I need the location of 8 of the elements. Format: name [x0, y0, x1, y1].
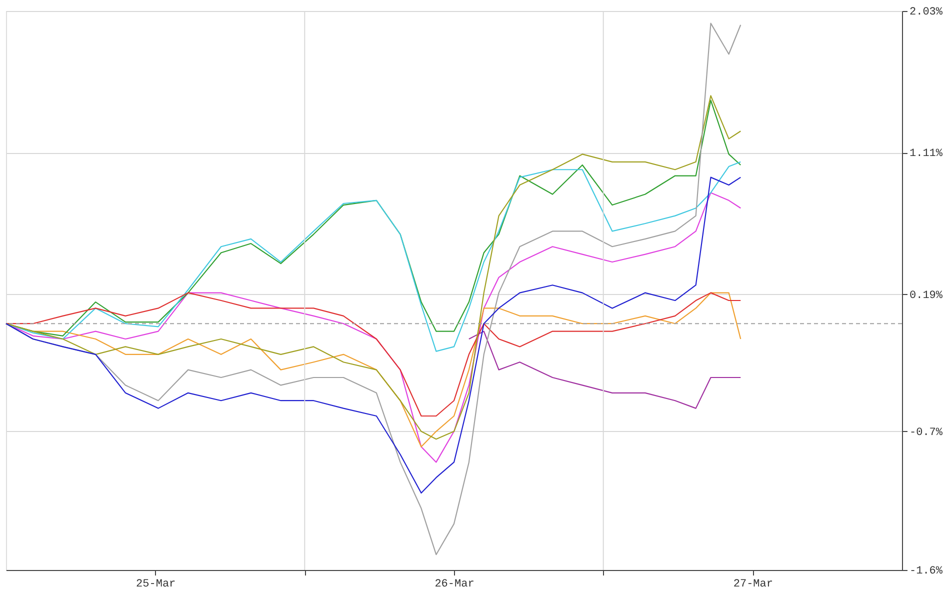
y-tick-label: -0.7%	[910, 426, 943, 439]
x-tick-label: 27-Mar	[733, 578, 773, 590]
y-tick-label: -1.6%	[910, 566, 943, 578]
x-tick-label: 25-Mar	[136, 578, 176, 590]
y-tick-label: 0.19%	[910, 290, 943, 302]
x-tick-label: 26-Mar	[434, 578, 474, 590]
y-tick-label: 2.03%	[910, 6, 943, 18]
y-tick-label: 1.11%	[910, 148, 943, 160]
